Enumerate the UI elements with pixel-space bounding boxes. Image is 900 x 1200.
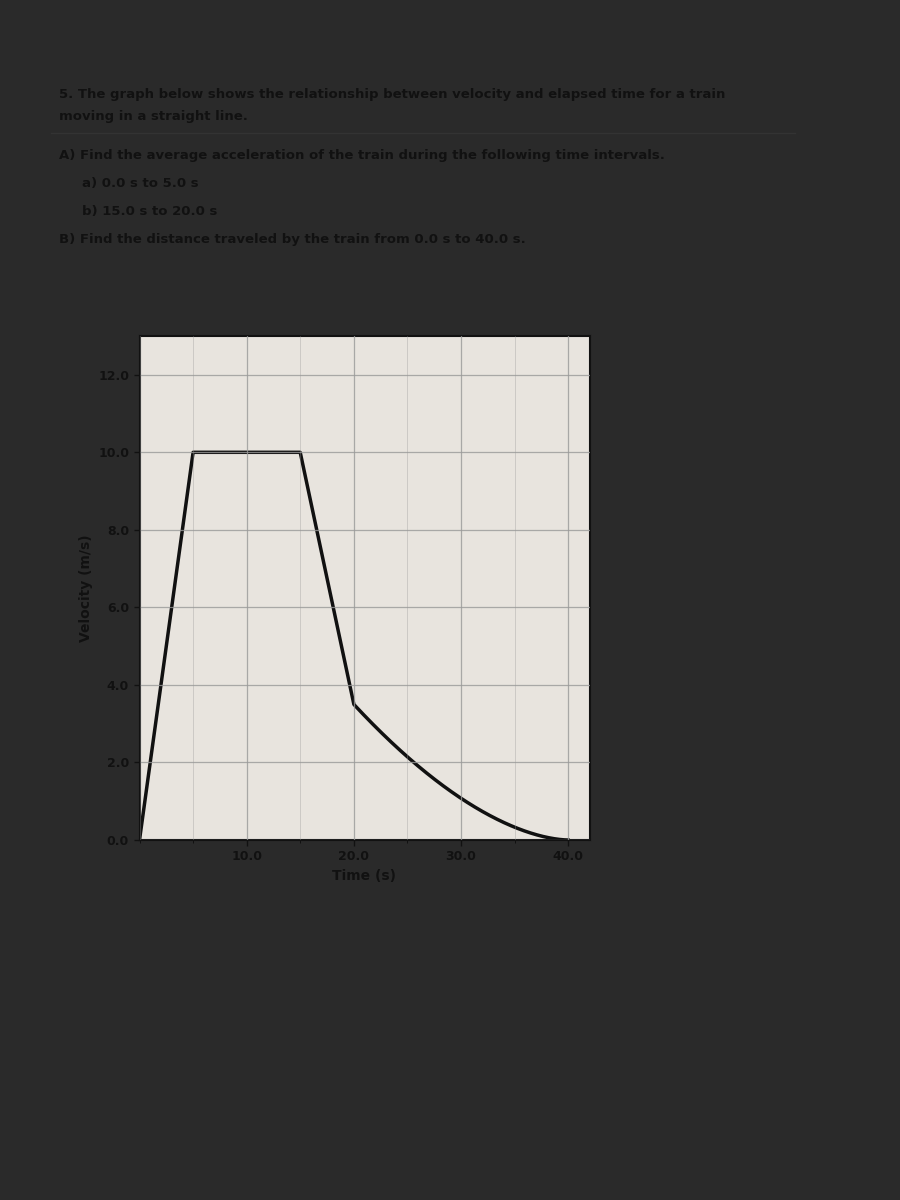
Y-axis label: Velocity (m/s): Velocity (m/s): [78, 534, 93, 642]
Text: b) 15.0 s to 20.0 s: b) 15.0 s to 20.0 s: [83, 205, 218, 218]
Text: B) Find the distance traveled by the train from 0.0 s to 40.0 s.: B) Find the distance traveled by the tra…: [58, 233, 526, 246]
Text: moving in a straight line.: moving in a straight line.: [58, 110, 248, 124]
Text: a) 0.0 s to 5.0 s: a) 0.0 s to 5.0 s: [83, 178, 199, 190]
Text: A) Find the average acceleration of the train during the following time interval: A) Find the average acceleration of the …: [58, 149, 664, 162]
X-axis label: Time (s): Time (s): [332, 869, 397, 883]
Text: 5. The graph below shows the relationship between velocity and elapsed time for : 5. The graph below shows the relationshi…: [58, 88, 725, 101]
